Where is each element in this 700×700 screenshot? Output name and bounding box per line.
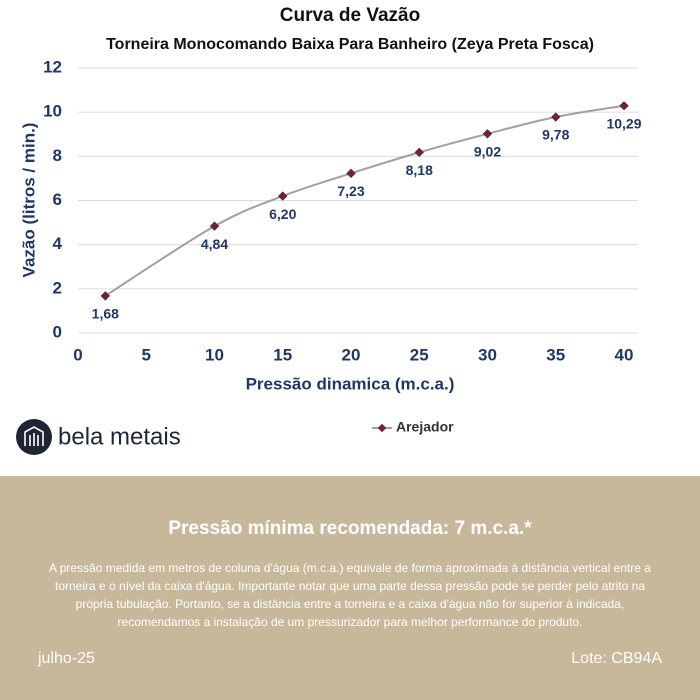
y-tick-label: 0 [53,322,62,341]
data-point [346,168,356,179]
data-label: 7,23 [337,183,364,199]
data-label: 1,68 [92,306,119,322]
y-tick-label: 12 [43,57,62,76]
data-point [100,291,110,301]
y-tick-label: 2 [53,278,62,297]
y-tick-label: 8 [53,146,62,165]
data-label: 9,02 [474,144,501,160]
data-point [278,191,288,201]
x-tick-label: 20 [342,345,361,364]
x-tick-label: 5 [142,345,151,364]
data-label: 9,78 [542,127,569,143]
x-tick-label: 15 [273,345,292,364]
date: julho-25 [38,650,95,667]
data-label: 4,84 [201,236,228,252]
legend-marker [377,423,387,433]
panel-title: Pressão mínima recomendada: 7 m.c.a.* [168,518,532,539]
y-tick-label: 10 [43,102,62,121]
brand-name: bela metais [58,423,181,450]
x-tick-label: 30 [478,345,497,364]
y-tick-label: 6 [53,190,62,209]
legend-label: Arejador [396,419,454,435]
x-tick-label: 35 [546,345,565,364]
x-tick-label: 25 [410,345,429,364]
data-label: 8,18 [406,162,433,178]
chart-title: Curva de Vazão [280,5,420,26]
data-point [482,129,493,139]
x-axis-label: Pressão dinamica (m.c.a.) [246,374,455,393]
panel-text: A pressão medida em metros de coluna d'á… [49,561,651,629]
logo: bela metais [16,419,181,455]
lot: Lote: CB94A [571,650,662,667]
chart-subtitle: Torneira Monocomando Baixa Para Banheiro… [106,36,594,53]
x-tick-label: 10 [205,345,224,364]
data-point [414,147,424,158]
x-tick-label: 40 [615,345,634,364]
chart: Curva de Vazão Torneira Monocomando Baix… [16,5,642,455]
x-tick-label: 0 [73,345,82,364]
data-point [551,112,561,122]
data-label: 6,20 [269,206,296,222]
data-point [209,221,220,231]
logo-glyph [24,426,44,446]
info-panel: Pressão mínima recomendada: 7 m.c.a.* A … [0,476,700,700]
y-tick-label: 4 [53,234,63,253]
data-point [619,101,629,111]
y-axis-label: Vazão (litros / min.) [19,123,38,278]
data-label: 10,29 [606,115,641,131]
